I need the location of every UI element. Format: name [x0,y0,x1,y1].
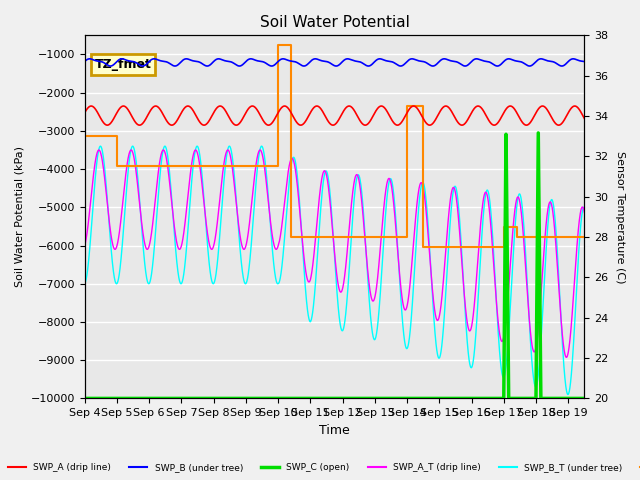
Legend: SWP_A (drip line), SWP_B (under tree), SWP_C (open), SWP_A_T (drip line), SWP_B_: SWP_A (drip line), SWP_B (under tree), S… [4,459,640,476]
X-axis label: Time: Time [319,424,350,437]
Y-axis label: Soil Water Potential (kPa): Soil Water Potential (kPa) [15,146,25,288]
Text: TZ_fmet: TZ_fmet [95,58,152,71]
Y-axis label: Sensor Temperature (C): Sensor Temperature (C) [615,151,625,283]
Title: Soil Water Potential: Soil Water Potential [260,15,410,30]
